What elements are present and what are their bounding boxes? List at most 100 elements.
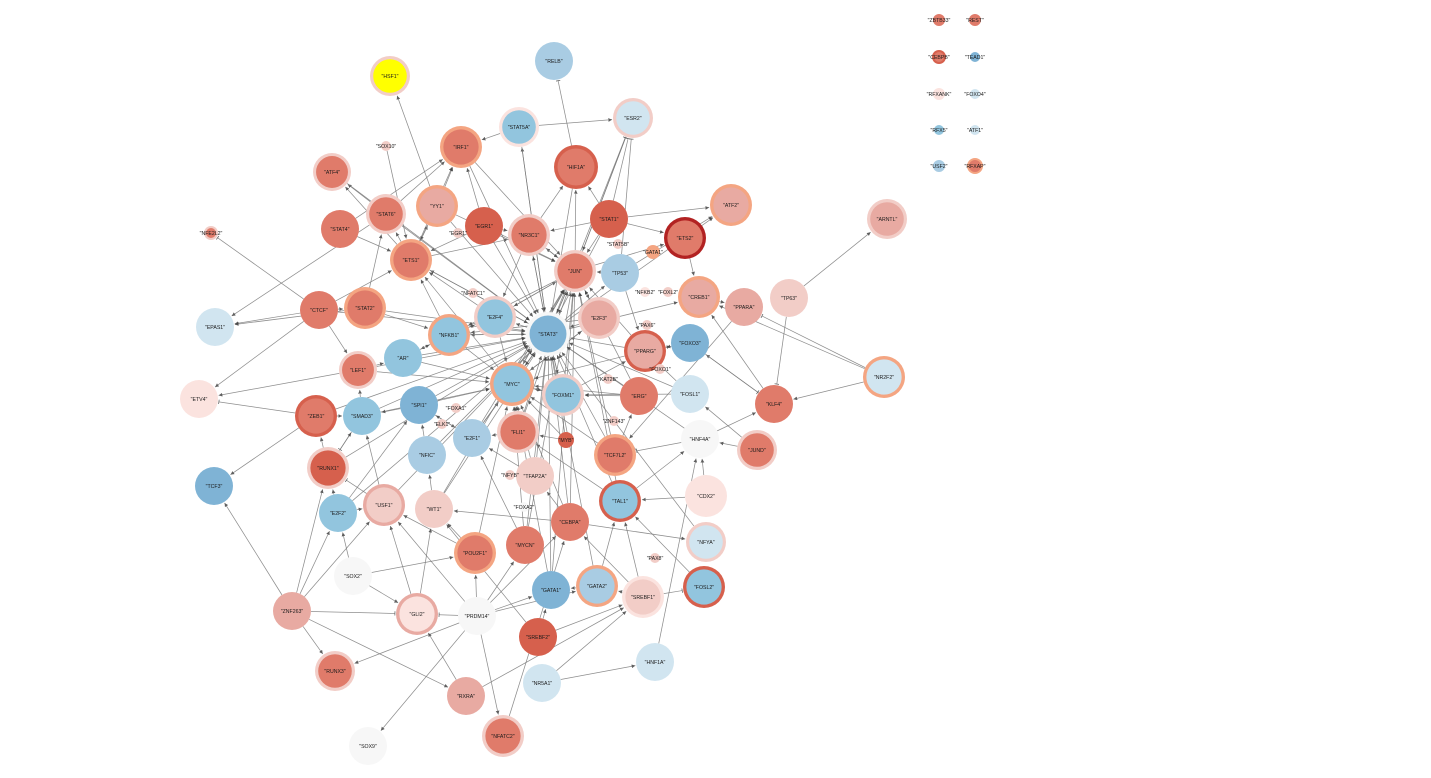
node-cebpb[interactable]: "CEBPB" [928, 50, 950, 64]
node-nr5a1[interactable]: "NR5A1" [523, 664, 561, 702]
node-nr3c1[interactable]: "NR3C1" [508, 214, 550, 256]
node-epas1[interactable]: "EPAS1" [196, 308, 234, 346]
node-foxl2[interactable]: "FOXL2" [658, 287, 678, 297]
node-usf1[interactable]: "USF1" [363, 484, 405, 526]
node-fosl1[interactable]: "FOSL1" [671, 375, 709, 413]
node-nfkb1[interactable]: "NFKB1" [428, 314, 470, 356]
node-sox10[interactable]: "SOX10" [376, 141, 397, 151]
node-nfatc2[interactable]: "NFATC2" [482, 715, 524, 757]
node-nfyb[interactable]: "NFYB" [501, 470, 519, 480]
node-myc[interactable]: "MYC" [490, 362, 534, 406]
node-tcf7l2[interactable]: "TCF7L2" [594, 434, 636, 476]
node-wt1[interactable]: "WT1" [415, 490, 453, 528]
node-etv4[interactable]: "ETV4" [180, 380, 218, 418]
node-e2f3[interactable]: "E2F3" [578, 297, 620, 339]
node-nr2f2[interactable]: "NR2F2" [863, 356, 905, 398]
node-foxo1[interactable]: "FOXO1" [649, 364, 671, 374]
node-nfatc1[interactable]: "NFATC1" [461, 288, 485, 298]
node-pou2f1[interactable]: "POU2F1" [454, 532, 496, 574]
node-tp53[interactable]: "TP53" [601, 254, 639, 292]
node-egr1b[interactable]: "EGR1" [449, 228, 467, 238]
node-stat5a[interactable]: "STAT5A" [499, 107, 539, 147]
node-sox9[interactable]: "SOX9" [349, 727, 387, 765]
node-fosl2[interactable]: "FOSL2" [683, 566, 725, 608]
node-jund[interactable]: "JUND" [737, 430, 777, 470]
node-zbtb33[interactable]: "ZBTB33" [928, 14, 951, 26]
node-pax8[interactable]: "PAX8" [647, 553, 664, 563]
node-yy1[interactable]: "YY1" [416, 185, 458, 227]
node-zeb1[interactable]: "ZEB1" [295, 395, 337, 437]
node-erg[interactable]: "ERG" [620, 377, 658, 415]
node-fli1[interactable]: "FLI1" [497, 411, 539, 453]
node-nfkb2[interactable]: "NFKB2" [635, 287, 656, 297]
node-hsf1[interactable]: "HSF1" [370, 56, 410, 96]
node-stat6[interactable]: "STAT6" [366, 194, 406, 234]
node-spi1[interactable]: "SPI1" [400, 386, 438, 424]
node-cdx2[interactable]: "CDX2" [685, 475, 727, 517]
node-elk1[interactable]: "ELK1" [434, 419, 451, 429]
node-srebf2[interactable]: "SREBF2" [519, 618, 557, 656]
node-rfxank[interactable]: "RFXANK" [927, 88, 952, 100]
node-e2f1[interactable]: "E2F1" [453, 419, 491, 457]
node-usf2[interactable]: "USF2" [931, 160, 948, 172]
node-cebpa[interactable]: "CEBPA" [551, 503, 589, 541]
node-pparg[interactable]: "PPARG" [624, 330, 666, 372]
node-tfap2a[interactable]: "TFAP2A" [516, 457, 554, 495]
node-znf[interactable]: "ZNF143" [603, 416, 626, 426]
node-smad3[interactable]: "SMAD3" [343, 397, 381, 435]
node-kat2b[interactable]: "KAT2B" [598, 374, 618, 384]
node-arntl[interactable]: "ARNTL" [867, 199, 907, 239]
node-esr2[interactable]: "ESR2" [613, 98, 653, 138]
node-sox2[interactable]: "SOX2" [334, 557, 372, 595]
node-foxm1[interactable]: "FOXM1" [542, 374, 584, 416]
node-ctcf[interactable]: "CTCF" [300, 291, 338, 329]
node-rfxap[interactable]: "RFXAP" [965, 158, 986, 174]
node-foxa1[interactable]: "FOXA1" [446, 403, 467, 413]
node-tead1[interactable]: "TEAD1" [965, 52, 986, 62]
node-mycn[interactable]: "MYCN" [506, 526, 544, 564]
node-stat5b[interactable]: "STAT5B" [607, 239, 630, 249]
node-lef1[interactable]: "LEF1" [339, 351, 377, 389]
node-nfe2l2[interactable]: "NFE2L2" [200, 226, 223, 240]
node-rfx5[interactable]: "RFX5" [931, 125, 948, 135]
node-foxo4[interactable]: "FOXO4" [964, 89, 986, 99]
node-stat4[interactable]: "STAT4" [321, 210, 359, 248]
node-tal1[interactable]: "TAL1" [599, 480, 641, 522]
node-ets2[interactable]: "ETS2" [664, 217, 706, 259]
node-irf1[interactable]: "IRF1" [440, 126, 482, 168]
node-gli2[interactable]: "GLI2" [396, 593, 438, 635]
node-runx1[interactable]: "RUNX1" [307, 447, 349, 489]
node-stat3[interactable]: "STAT3" [526, 312, 570, 356]
node-relb[interactable]: "RELB" [535, 42, 573, 80]
node-foxo3[interactable]: "FOXO3" [671, 324, 709, 362]
node-stat1[interactable]: "STAT1" [590, 200, 628, 238]
node-tp63[interactable]: "TP63" [770, 279, 808, 317]
node-myb[interactable]: "MYB" [558, 432, 574, 448]
node-hif1a[interactable]: "HIF1A" [554, 145, 598, 189]
node-gata1[interactable]: "GATA1" [532, 571, 570, 609]
node-gata2[interactable]: "GATA2" [576, 565, 618, 607]
node-jun[interactable]: "JUN" [554, 250, 596, 292]
node-ets1[interactable]: "ETS1" [390, 239, 432, 281]
node-hnf4a[interactable]: "HNF4A" [681, 420, 719, 458]
node-klf4[interactable]: "KLF4" [755, 385, 793, 423]
node-atf2[interactable]: "ATF2" [710, 184, 752, 226]
node-nfya[interactable]: "NFYA" [686, 522, 726, 562]
node-srebf1[interactable]: "SREBF1" [622, 576, 664, 618]
node-rest[interactable]: "REST" [966, 14, 984, 26]
node-foxa2[interactable]: "FOXA2" [514, 502, 535, 512]
node-tcf3[interactable]: "TCF3" [195, 467, 233, 505]
node-stat2[interactable]: "STAT2" [344, 287, 386, 329]
node-runx3[interactable]: "RUNX3" [315, 651, 355, 691]
node-e2f4[interactable]: "E2F4" [474, 296, 516, 338]
node-ppara[interactable]: "PPARA" [725, 288, 763, 326]
node-e2f2[interactable]: "E2F2" [319, 494, 357, 532]
node-gata1x[interactable]: "GATA1" [643, 245, 663, 259]
node-creb1[interactable]: "CREB1" [678, 276, 720, 318]
node-znf263[interactable]: "ZNF263" [273, 592, 311, 630]
node-atf4[interactable]: "ATF4" [313, 153, 351, 191]
node-egr1[interactable]: "EGR1" [465, 207, 503, 245]
node-atf1[interactable]: "ATF1" [967, 125, 983, 135]
node-nfic[interactable]: "NFIC" [408, 436, 446, 474]
node-prdm14[interactable]: "PRDM14" [458, 597, 496, 635]
